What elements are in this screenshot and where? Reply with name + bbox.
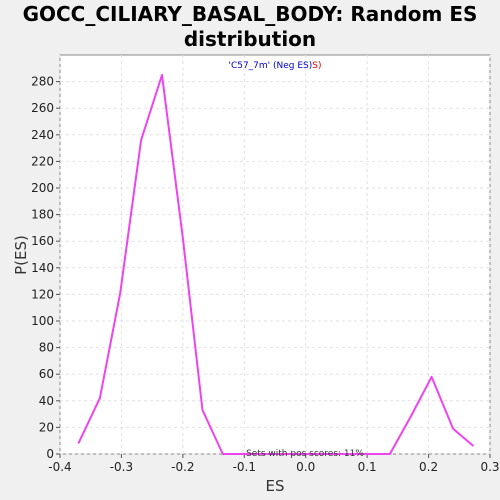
x-tick-label: -0.1 [233,460,256,474]
x-axis-label: ES [266,477,285,495]
chart-title-line-2: distribution [183,27,317,51]
legend-neg-es: 'C57_7m' (Neg ES) [228,61,312,71]
y-axis-label: P(ES) [12,235,30,275]
y-tick-label: 20 [39,420,54,434]
grid-lines [59,55,491,455]
chart-title: GOCC_CILIARY_BASAL_BODY: Random ES distr… [0,2,500,52]
x-tick-label: 0.0 [296,460,315,474]
y-tick-label: 240 [31,128,54,142]
chart-title-line-1: GOCC_CILIARY_BASAL_BODY: Random ES [22,2,478,26]
series-line [77,74,475,455]
y-tick-label: 180 [31,208,54,222]
y-tick-label: 120 [31,287,54,301]
y-tick-label: 260 [31,101,54,115]
plot-area [59,54,491,455]
x-tick-label: -0.4 [48,460,71,474]
y-tick-label: 80 [39,341,54,355]
series-group [77,74,475,455]
y-tick-label: 280 [31,75,54,89]
pos-scores-annotation: Sets with pos scores: 11% [246,449,364,459]
y-tick-label: 60 [39,367,54,381]
x-tick-label: -0.2 [171,460,194,474]
x-axis-ticks: -0.4 -0.3 -0.2 -0.1 0.0 0.1 0.2 0.3 [48,454,500,474]
x-tick-label: 0.2 [419,460,438,474]
y-axis-ticks: 0 20 40 60 80 100 120 140 160 180 200 220 240 260 280 [31,75,60,461]
y-tick-label: 200 [31,181,54,195]
x-tick-label: -0.3 [110,460,133,474]
y-tick-label: 0 [46,447,54,461]
legend-s: S) [312,61,321,71]
y-tick-label: 140 [31,261,54,275]
x-tick-label: 0.1 [358,460,377,474]
y-tick-label: 160 [31,234,54,248]
y-tick-label: 40 [39,394,54,408]
y-tick-label: 100 [31,314,54,328]
legend: 'C57_7m' (Neg ES)S) [228,61,321,71]
y-tick-label: 220 [31,154,54,168]
x-tick-label: 0.3 [480,460,499,474]
